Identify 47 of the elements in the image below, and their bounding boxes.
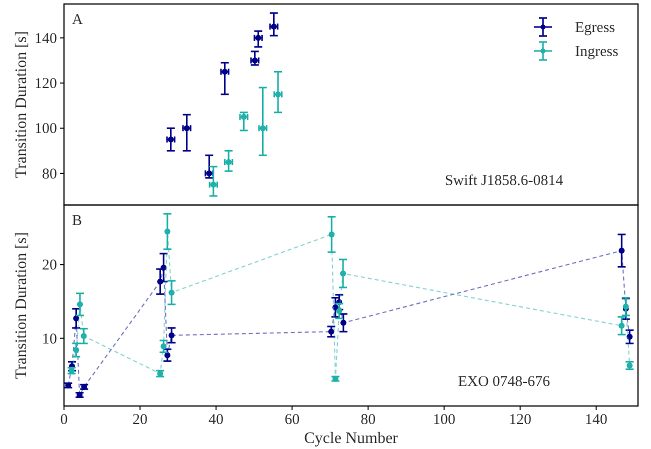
point — [340, 320, 346, 326]
y-tick-label: 140 — [34, 30, 57, 47]
point — [168, 332, 175, 338]
x-tick-label: 80 — [360, 412, 376, 428]
point — [626, 362, 633, 368]
y-axis-title: Transition Duration [s] — [13, 31, 30, 178]
point — [73, 347, 80, 354]
point — [340, 270, 346, 276]
x-tick-label: 20 — [132, 412, 148, 428]
x-tick-label: 40 — [208, 412, 224, 428]
point — [226, 159, 232, 166]
annotation: EXO 0748-676 — [458, 374, 551, 390]
point — [160, 264, 167, 271]
point — [328, 328, 334, 335]
annotation: B — [72, 213, 82, 229]
point — [626, 334, 633, 340]
x-tick-label: 0 — [60, 412, 68, 428]
point — [336, 308, 342, 314]
y-tick-label: 100 — [34, 121, 57, 138]
x-tick-label: 60 — [284, 412, 300, 428]
point — [76, 301, 83, 308]
y-tick-label: 120 — [34, 76, 57, 92]
legend-label: Ingress — [575, 44, 618, 60]
x-tick-label: 140 — [584, 412, 608, 428]
point — [332, 376, 338, 382]
point — [73, 315, 80, 322]
point — [168, 290, 175, 296]
point — [81, 384, 88, 390]
point — [65, 382, 72, 388]
point — [164, 228, 170, 234]
point — [618, 248, 625, 254]
annotation: A — [72, 12, 83, 28]
x-tick-label: 120 — [508, 412, 532, 428]
x-tick-label: 100 — [432, 412, 456, 428]
point — [160, 343, 167, 350]
y-tick-label: 80 — [42, 166, 57, 182]
y-tick-label: 20 — [42, 258, 57, 274]
point — [164, 352, 170, 358]
x-axis-title: Cycle Number — [304, 430, 399, 447]
legend-label: Egress — [575, 20, 616, 36]
point — [275, 91, 282, 98]
annotation: Swift J1858.6-0814 — [444, 173, 564, 189]
point — [80, 333, 87, 340]
point — [618, 322, 625, 329]
point — [328, 231, 335, 238]
y-tick-label: 10 — [42, 331, 57, 348]
y-axis-title: Transition Duration [s] — [13, 232, 30, 379]
